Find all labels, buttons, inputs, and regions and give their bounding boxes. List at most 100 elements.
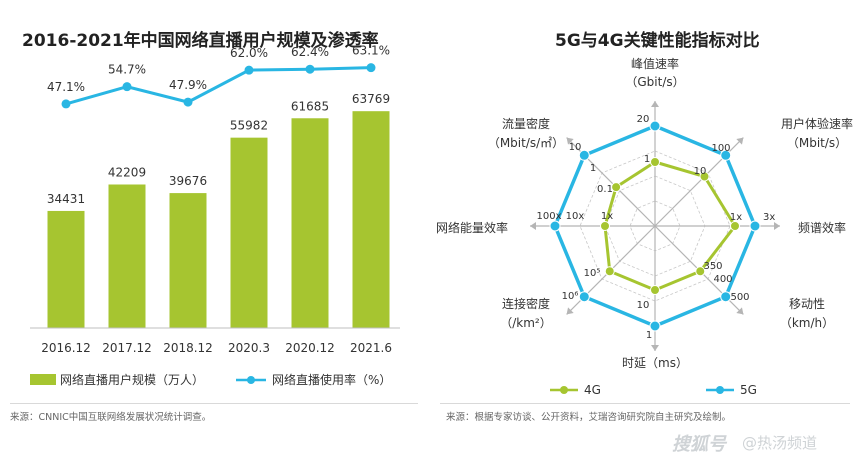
radar-axis-arrow — [651, 345, 659, 351]
bar — [169, 193, 207, 328]
radar-axis-title: 移动性 — [789, 297, 825, 311]
usage-rate-label: 62.0% — [230, 46, 268, 60]
bar-value-label: 42209 — [108, 165, 146, 179]
usage-rate-point — [305, 64, 315, 74]
radar-5g-point — [578, 291, 590, 303]
radar-5g-point — [649, 120, 661, 132]
usage-rate-label: 47.1% — [47, 80, 85, 94]
radar-axis-title: （Gbit/s） — [625, 75, 684, 89]
radar-axis-title: （/km²） — [500, 316, 552, 330]
radar-axis-title: 峰值速率 — [631, 56, 679, 71]
radar-4g-point — [600, 221, 610, 231]
x-tick-label: 2020.3 — [228, 341, 270, 355]
radar-value-label: 10 — [637, 300, 650, 311]
radar-5g-point — [749, 220, 761, 232]
radar-value-label: 1x — [601, 211, 613, 222]
radar-5g-point — [649, 320, 661, 332]
usage-rate-label: 62.4% — [291, 45, 329, 59]
bar — [108, 184, 146, 328]
legend-bar-swatch — [30, 374, 56, 385]
radar-axis-arrow — [736, 137, 744, 145]
bar-line-chart: 34431 2016.12 42209 2017.12 39676 2018.12 5598… — [30, 44, 400, 387]
radar-grid-ring — [604, 175, 706, 277]
radar-grid-ring — [579, 150, 731, 302]
radar-chart: 20 1 100 10 1x 3x 350 400 500 10 1 10⁵ 10⁶ 1x 10x 100x 0… — [436, 56, 853, 397]
radar-value-label: 3x — [763, 212, 775, 223]
usage-rate-label: 54.7% — [108, 63, 146, 77]
radar-4g-point — [611, 182, 622, 193]
watermark-channel: @热汤频道 — [742, 434, 818, 452]
radar-axis-title: 时延（ms） — [622, 356, 688, 370]
radar-value-label: 10⁶ — [562, 291, 579, 302]
left-source-note: 来源：CNNIC中国互联网络发展状况统计调查。 — [10, 412, 212, 423]
usage-rate-point — [183, 97, 193, 107]
radar-4g-point — [650, 157, 660, 167]
legend-bar-label: 网络直播用户规模（万人） — [60, 372, 204, 387]
radar-value-label: 1x — [730, 212, 742, 223]
radar-value-label: 10x — [566, 211, 585, 222]
usage-rate-point — [122, 82, 132, 92]
usage-rate-point — [366, 63, 376, 73]
radar-value-label: 10 — [694, 166, 707, 177]
legend-line-marker — [247, 376, 255, 384]
radar-4g-point — [604, 266, 615, 277]
radar-value-label: 1 — [644, 154, 650, 165]
radar-value-label: 1 — [590, 163, 596, 174]
radar-axis-title: （km/h） — [780, 316, 834, 330]
bar — [352, 111, 390, 329]
bar-value-label: 63769 — [352, 92, 390, 106]
bar — [291, 118, 329, 328]
x-tick-label: 2021.6 — [350, 341, 392, 355]
radar-4g-point — [695, 266, 706, 277]
radar-axis-title: 网络能量效率 — [436, 220, 508, 235]
usage-rate-point — [61, 99, 71, 109]
radar-5g-point — [720, 291, 732, 303]
radar-value-label: 0.1 — [597, 184, 613, 195]
radar-axis-title: 流量密度 — [502, 116, 550, 131]
left-divider — [10, 403, 418, 404]
radar-axis-arrow — [774, 222, 780, 230]
radar-axis-arrow — [530, 222, 536, 230]
usage-rate-label: 47.9% — [169, 78, 207, 92]
radar-4g-point — [650, 285, 660, 295]
radar-value-label: 400 — [713, 274, 732, 285]
x-tick-label: 2020.12 — [285, 341, 335, 355]
legend-4g-label: 4G — [584, 383, 601, 397]
watermark-brand: 搜狐号 — [672, 434, 726, 455]
radar-value-label: 20 — [637, 114, 650, 125]
radar-4g-point — [730, 221, 740, 231]
radar-axis-arrow — [566, 307, 574, 315]
legend-5g-label: 5G — [740, 383, 757, 397]
legend-4g-marker — [560, 386, 568, 394]
radar-5g-point — [549, 220, 561, 232]
radar-axis-title: 连接密度 — [502, 296, 550, 311]
right-source-note: 来源：根据专家访谈、公开资料，艾瑞咨询研究院自主研究及绘制。 — [446, 412, 732, 423]
bar-value-label: 61685 — [291, 99, 329, 113]
radar-5g-point — [720, 149, 732, 161]
radar-value-label: 350 — [703, 261, 722, 272]
radar-4g-point — [699, 171, 710, 182]
x-tick-label: 2018.12 — [163, 341, 213, 355]
usage-rate-line — [65, 66, 372, 106]
right-divider — [440, 403, 850, 404]
radar-value-label: 10⁵ — [584, 268, 601, 279]
usage-rate-label: 63.1% — [352, 44, 390, 58]
usage-rate-point — [244, 65, 254, 75]
legend-5g-marker — [716, 386, 724, 394]
bar-value-label: 39676 — [169, 174, 207, 188]
radar-value-label: 100x — [536, 211, 561, 222]
radar-axis-title: 用户体验速率 — [781, 116, 853, 131]
bar — [230, 137, 268, 328]
radar-axis-arrow — [651, 101, 659, 107]
radar-axis-title: 频谱效率 — [798, 220, 846, 235]
radar-axis-arrow — [566, 137, 574, 145]
bar-value-label: 34431 — [47, 192, 85, 206]
radar-value-label: 10 — [569, 142, 582, 153]
x-tick-label: 2017.12 — [102, 341, 152, 355]
bar — [47, 210, 85, 328]
radar-value-label: 500 — [730, 292, 749, 303]
right-chart-title: 5G与4G关键性能指标对比 — [555, 31, 760, 51]
radar-value-label: 1 — [646, 330, 652, 341]
left-chart-title: 2016-2021年中国网络直播用户规模及渗透率 — [22, 31, 379, 51]
radar-axis-arrow — [736, 307, 744, 315]
